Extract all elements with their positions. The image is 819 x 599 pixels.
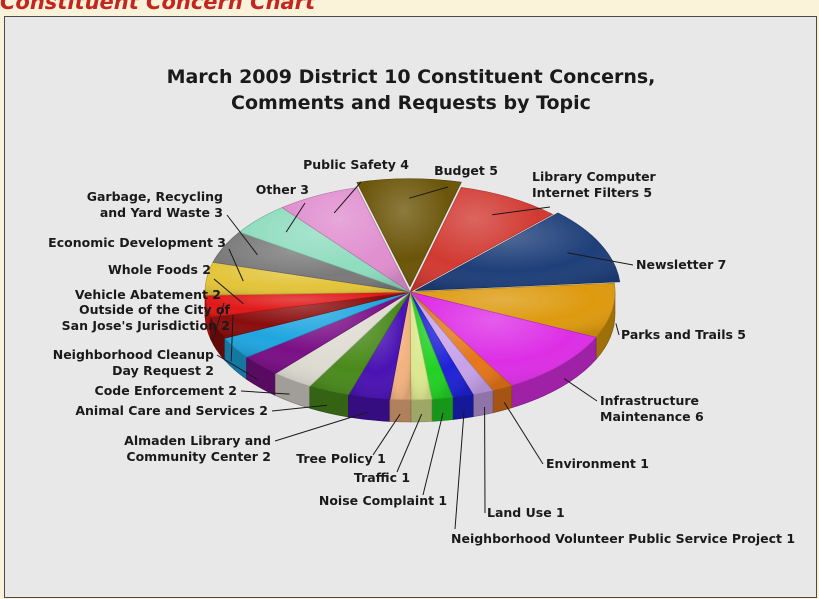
slice-label-parks-and-trails: Parks and Trails 5 — [621, 327, 746, 342]
slice-label-code-enforcement: Code Enforcement 2 — [95, 383, 237, 398]
slice-label-public-safety: Public Safety 4 — [303, 157, 409, 172]
slice-label-almaden-library-and-community-center-line-2: Community Center 2 — [126, 449, 271, 464]
pie-chart: March 2009 District 10 Constituent Conce… — [5, 17, 818, 599]
slice-label-noise-complaint: Noise Complaint 1 — [319, 493, 447, 508]
slice-label-neighborhood-volunteer-public-service-project: Neighborhood Volunteer Public Service Pr… — [451, 531, 795, 546]
pie-tops — [205, 179, 620, 400]
slice-label-library-computer-internet-filters: Library Computer — [532, 169, 657, 184]
pie-side-land-use — [473, 391, 493, 417]
leader-line-neighborhood-volunteer-public-service-project — [455, 411, 464, 529]
slice-label-neighborhood-cleanup-day-request: Neighborhood Cleanup — [53, 347, 214, 362]
slice-label-budget: Budget 5 — [434, 163, 498, 178]
slice-label-land-use: Land Use 1 — [487, 505, 565, 520]
leader-line-infrastructure-maintenance — [564, 379, 597, 401]
slice-label-tree-policy: Tree Policy 1 — [296, 451, 386, 466]
slice-label-outside-of-the-city-of-san-jose-s-jurisdiction-line-2: San Jose's Jurisdiction 2 — [62, 318, 230, 333]
slice-label-newsletter: Newsletter 7 — [636, 257, 726, 272]
slice-label-animal-care-and-services: Animal Care and Services 2 — [75, 403, 268, 418]
pie-side-traffic — [411, 399, 432, 422]
slice-label-outside-of-the-city-of-san-jose-s-jurisdiction: Outside of the City of — [79, 302, 231, 317]
slice-label-almaden-library-and-community-center: Almaden Library and — [124, 433, 271, 448]
slice-label-library-computer-internet-filters-line-2: Internet Filters 5 — [532, 185, 652, 200]
leader-line-noise-complaint — [423, 413, 443, 495]
pie-side-noise-complaint — [432, 398, 453, 422]
slice-label-neighborhood-cleanup-day-request-line-2: Day Request 2 — [112, 363, 214, 378]
header: Constituent Concern Chart — [0, 0, 819, 16]
slice-label-infrastructure-maintenance-line-2: Maintenance 6 — [600, 409, 704, 424]
slice-label-economic-development: Economic Development 3 — [48, 235, 226, 250]
slice-label-other: Other 3 — [256, 182, 309, 197]
slice-label-whole-foods: Whole Foods 2 — [108, 262, 211, 277]
slice-label-infrastructure-maintenance: Infrastructure — [600, 393, 699, 408]
slice-label-garbage-recycling-and-yard-waste-line-2: and Yard Waste 3 — [100, 205, 223, 220]
leader-line-parks-and-trails — [616, 323, 619, 335]
pie-side-neighborhood-volunteer-public-service-project — [453, 395, 473, 420]
leader-line-almaden-library-and-community-center — [275, 412, 368, 441]
chart-title-line-2: Comments and Requests by Topic — [231, 92, 591, 114]
chart-panel: March 2009 District 10 Constituent Conce… — [4, 16, 817, 598]
slice-label-garbage-recycling-and-yard-waste: Garbage, Recycling — [87, 189, 223, 204]
header-title: Constituent Concern Chart — [0, 0, 315, 14]
leader-line-environment — [504, 402, 543, 464]
slice-label-traffic: Traffic 1 — [354, 470, 410, 485]
leader-line-traffic — [397, 414, 422, 472]
slice-label-vehicle-abatement: Vehicle Abatement 2 — [75, 287, 221, 302]
slice-label-environment: Environment 1 — [546, 456, 649, 471]
pie-side-tree-policy — [390, 399, 411, 422]
chart-title-line-1: March 2009 District 10 Constituent Conce… — [167, 66, 656, 88]
